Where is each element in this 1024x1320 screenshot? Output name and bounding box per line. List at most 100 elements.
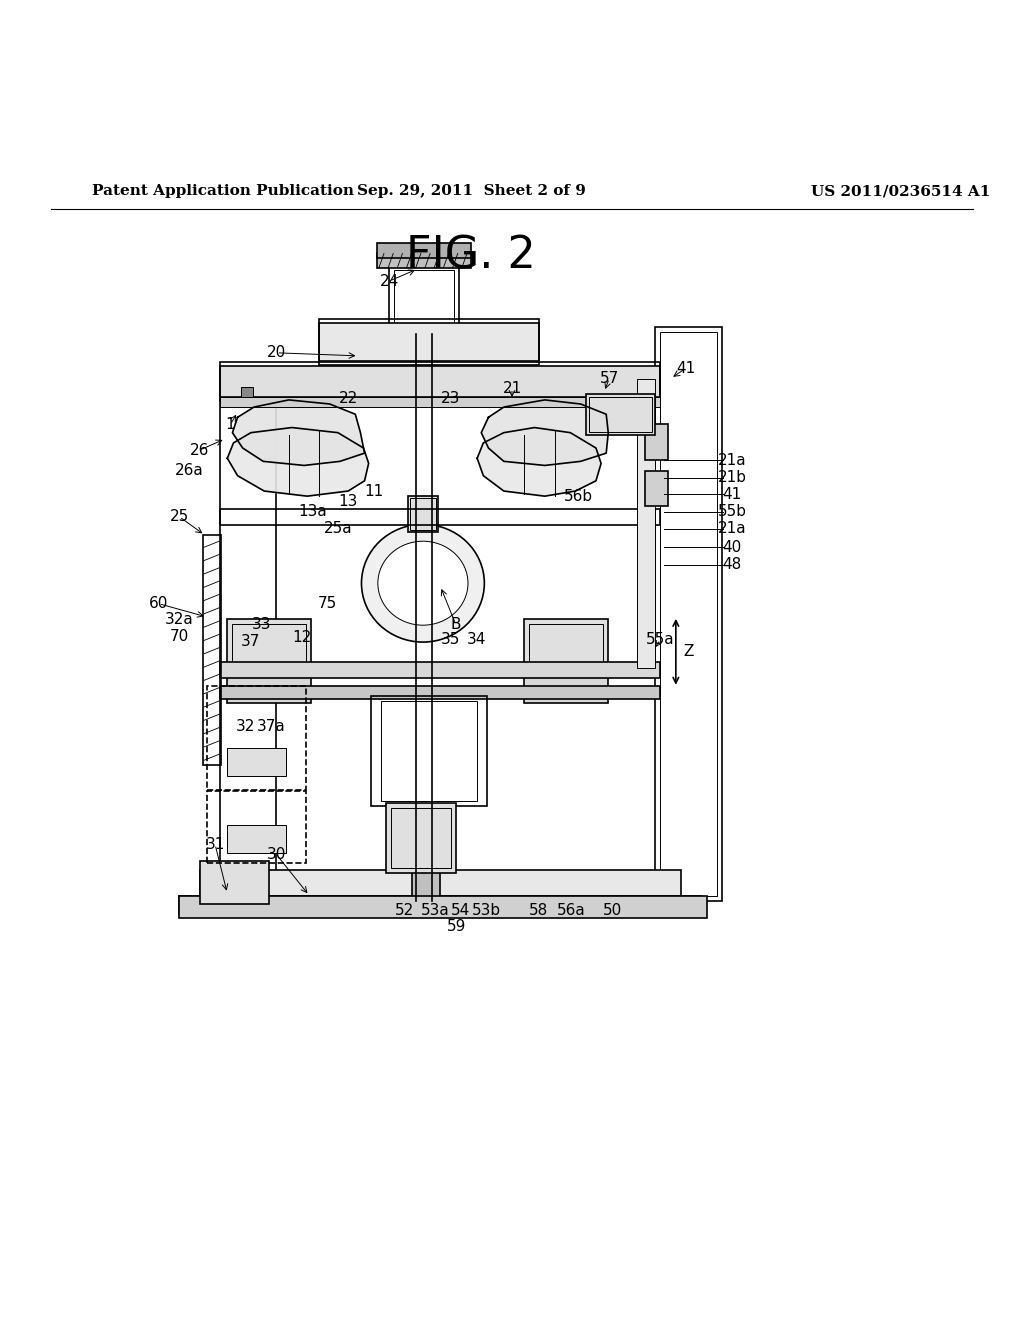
Bar xyxy=(408,496,438,532)
Bar xyxy=(529,624,603,663)
Text: 75: 75 xyxy=(318,597,337,611)
Text: 23: 23 xyxy=(441,391,460,407)
Text: 31: 31 xyxy=(206,837,224,851)
Polygon shape xyxy=(232,400,365,466)
Bar xyxy=(220,685,660,698)
Bar xyxy=(207,685,306,791)
Text: 53a: 53a xyxy=(421,903,450,919)
Bar xyxy=(200,870,681,900)
Bar xyxy=(381,701,477,801)
Text: 25a: 25a xyxy=(324,521,352,536)
Bar xyxy=(203,535,221,766)
Text: 40: 40 xyxy=(723,540,741,554)
Bar xyxy=(377,253,471,268)
Bar xyxy=(645,470,668,507)
Bar xyxy=(391,808,451,867)
Bar xyxy=(207,791,306,863)
Bar xyxy=(227,619,311,668)
Bar xyxy=(220,362,660,401)
Bar xyxy=(637,379,655,668)
Text: 55b: 55b xyxy=(718,504,746,519)
Text: 56b: 56b xyxy=(564,488,593,504)
Text: B: B xyxy=(451,616,461,632)
Text: FIG. 2: FIG. 2 xyxy=(407,234,536,277)
Text: 21b: 21b xyxy=(718,470,746,486)
Text: 22: 22 xyxy=(339,391,357,407)
Bar xyxy=(586,393,655,434)
Text: 34: 34 xyxy=(467,632,485,647)
Bar xyxy=(416,334,432,345)
Text: 41: 41 xyxy=(677,360,695,376)
Polygon shape xyxy=(227,428,369,496)
Text: 54: 54 xyxy=(452,903,470,919)
Text: US 2011/0236514 A1: US 2011/0236514 A1 xyxy=(811,183,991,198)
Text: 32a: 32a xyxy=(165,611,194,627)
Text: Z: Z xyxy=(683,644,693,659)
Bar xyxy=(524,671,608,704)
Bar xyxy=(220,663,660,678)
Text: 56a: 56a xyxy=(557,903,586,919)
Text: 58: 58 xyxy=(529,903,548,919)
Text: 21a: 21a xyxy=(718,453,746,467)
Bar xyxy=(432,895,452,909)
Bar xyxy=(389,265,459,334)
Text: 25: 25 xyxy=(170,510,188,524)
Text: 35: 35 xyxy=(441,632,460,647)
Bar xyxy=(645,425,668,461)
Text: 33: 33 xyxy=(251,616,271,632)
Bar xyxy=(394,269,454,329)
Text: 13a: 13a xyxy=(298,504,327,519)
Bar xyxy=(469,895,488,909)
Bar xyxy=(589,397,652,432)
Text: Patent Application Publication: Patent Application Publication xyxy=(92,183,354,198)
Text: 37: 37 xyxy=(242,634,260,649)
Bar xyxy=(386,804,456,873)
Text: 11: 11 xyxy=(365,483,383,499)
Bar xyxy=(412,807,440,900)
Bar xyxy=(179,895,701,913)
Bar xyxy=(200,861,269,904)
Text: 60: 60 xyxy=(150,597,168,611)
Text: 1: 1 xyxy=(225,417,236,432)
Text: 41: 41 xyxy=(723,487,741,502)
Bar xyxy=(241,387,253,397)
Text: 48: 48 xyxy=(723,557,741,573)
Text: 50: 50 xyxy=(603,903,622,919)
Bar xyxy=(220,397,660,407)
Bar xyxy=(227,748,286,776)
Bar xyxy=(655,327,722,900)
Bar xyxy=(391,895,411,909)
Bar xyxy=(220,366,660,397)
Bar xyxy=(524,619,608,668)
Text: 20: 20 xyxy=(267,346,286,360)
Polygon shape xyxy=(477,428,601,496)
Text: 53b: 53b xyxy=(472,903,501,919)
Text: 26a: 26a xyxy=(175,463,204,478)
Bar xyxy=(371,696,487,807)
Text: Sep. 29, 2011  Sheet 2 of 9: Sep. 29, 2011 Sheet 2 of 9 xyxy=(356,183,586,198)
Text: 26: 26 xyxy=(190,442,209,458)
Bar xyxy=(660,333,717,895)
Text: 59: 59 xyxy=(447,919,466,933)
Bar xyxy=(319,323,539,360)
Text: 24: 24 xyxy=(380,273,398,289)
Text: 13: 13 xyxy=(339,494,357,508)
Bar xyxy=(227,825,286,853)
Bar xyxy=(220,399,276,900)
Ellipse shape xyxy=(361,524,484,642)
Bar xyxy=(220,510,660,525)
Bar xyxy=(232,624,306,663)
Text: 70: 70 xyxy=(170,628,188,644)
Polygon shape xyxy=(481,400,608,466)
Text: 32: 32 xyxy=(237,719,255,734)
Bar xyxy=(179,895,707,917)
Text: 52: 52 xyxy=(395,903,414,919)
Text: 12: 12 xyxy=(293,630,311,645)
Text: 37a: 37a xyxy=(257,719,286,734)
Text: 21a: 21a xyxy=(718,521,746,536)
Bar xyxy=(410,498,436,529)
Text: 30: 30 xyxy=(267,847,286,862)
Bar xyxy=(505,895,524,909)
Text: 55a: 55a xyxy=(646,632,675,647)
Text: 57: 57 xyxy=(600,371,618,385)
